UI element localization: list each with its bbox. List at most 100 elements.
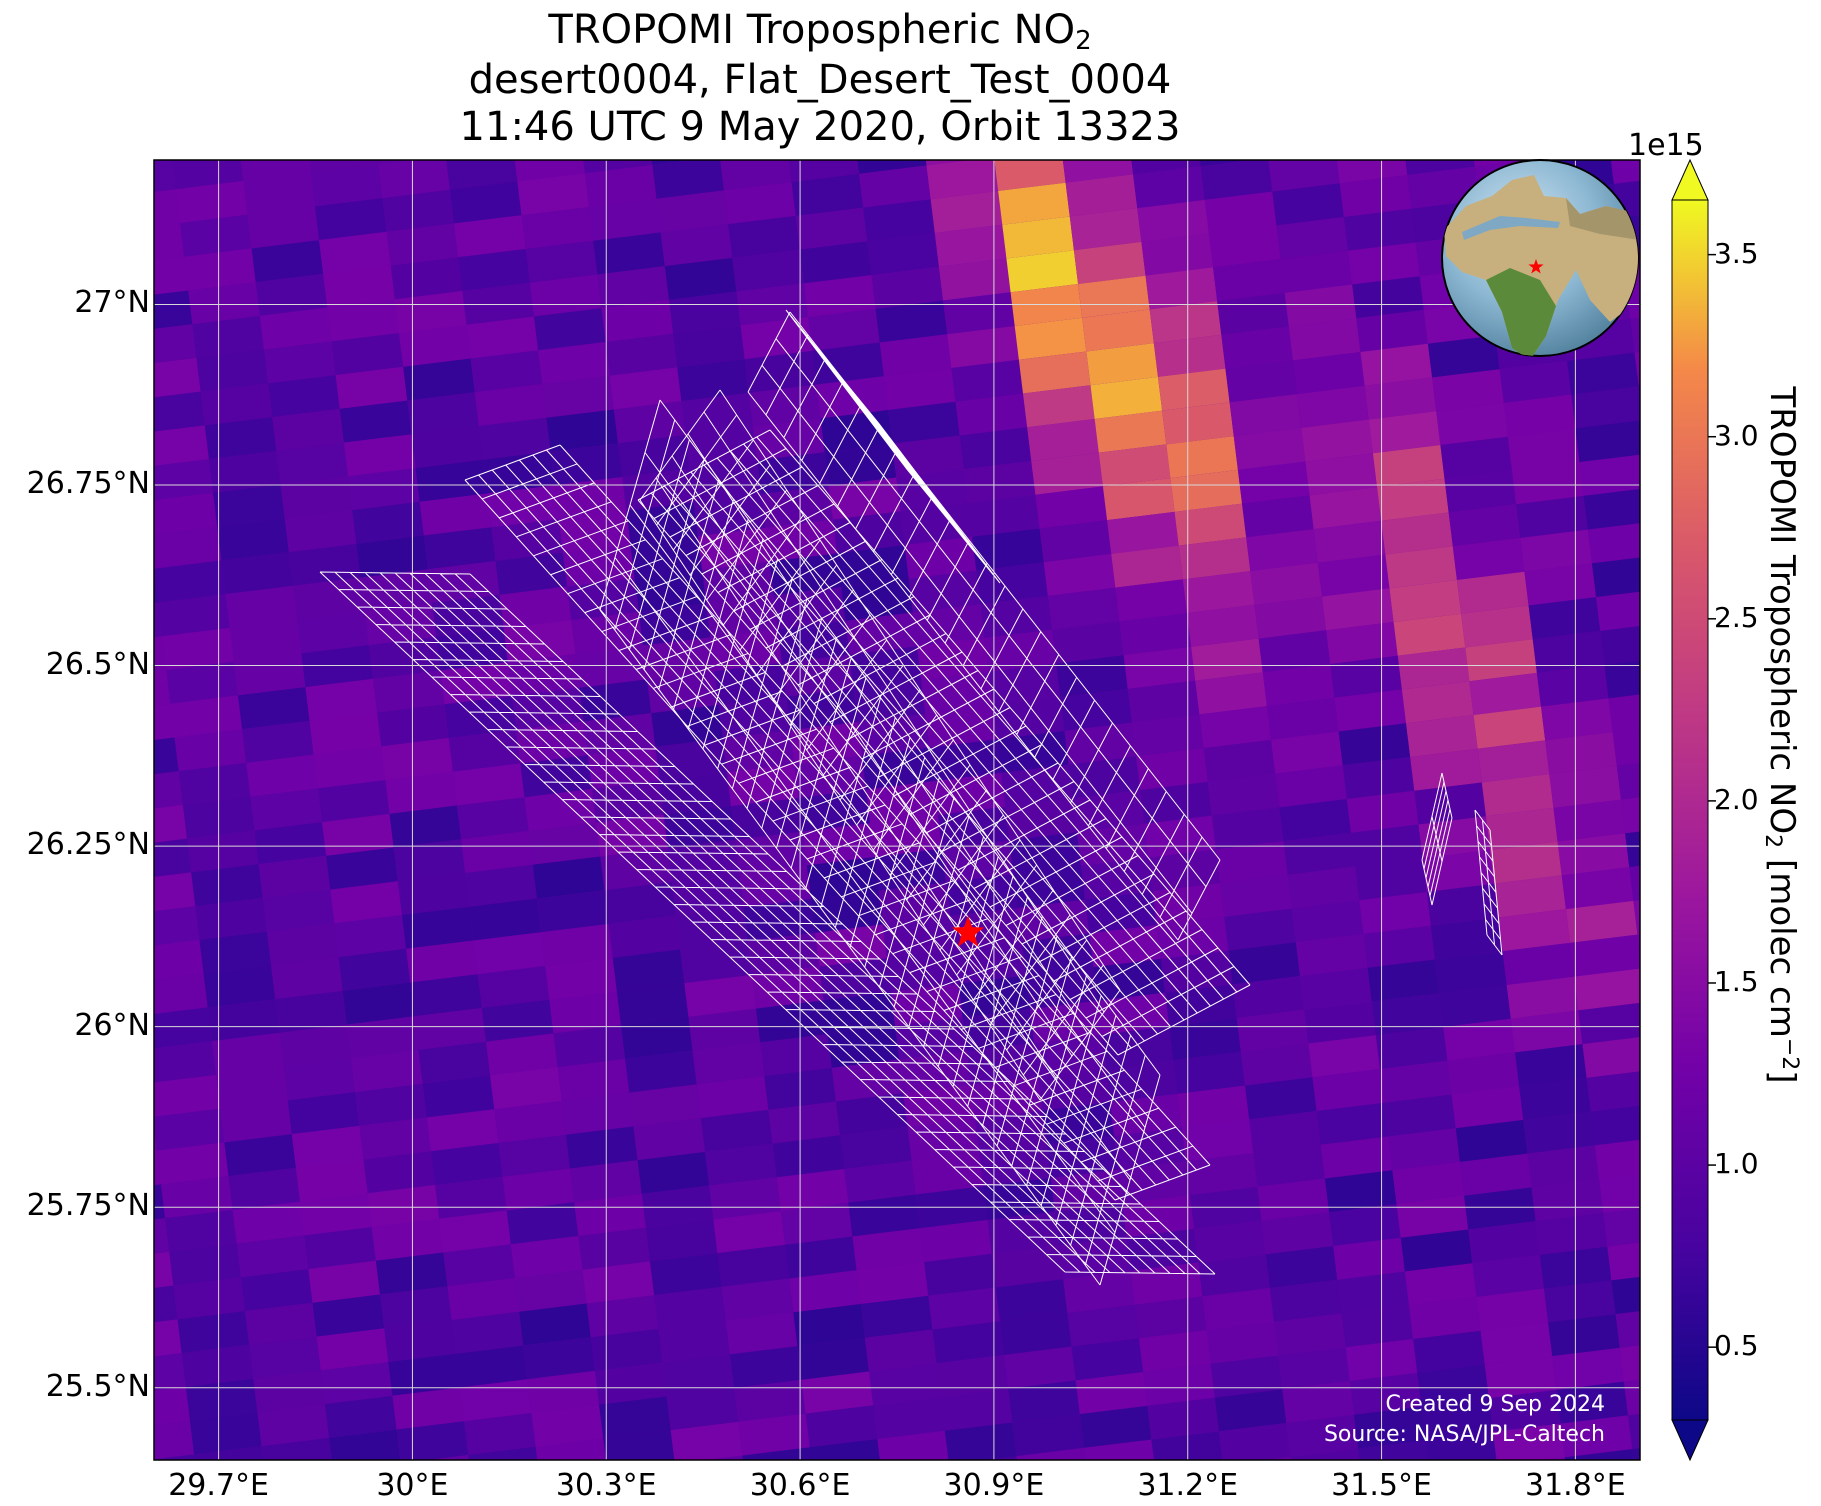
no2-pixel <box>753 418 825 461</box>
no2-pixel <box>154 669 171 706</box>
no2-pixel <box>1488 1389 1561 1432</box>
no2-pixel <box>812 342 884 385</box>
no2-pixel <box>320 1362 393 1405</box>
no2-pixel <box>1545 732 1617 775</box>
no2-pixel <box>236 1235 309 1278</box>
no2-pixel <box>384 1320 456 1363</box>
no2-pixel <box>546 409 619 452</box>
no2-pixel <box>446 160 518 190</box>
no2-pixel <box>979 1144 1051 1187</box>
no2-pixel <box>735 831 807 874</box>
no2-pixel <box>801 1371 874 1414</box>
no2-pixel <box>314 198 387 241</box>
no2-pixel <box>1220 874 1292 917</box>
no2-pixel <box>998 182 1070 225</box>
no2-pixel <box>1004 1346 1076 1389</box>
no2-pixel <box>1317 554 1390 597</box>
no2-pixel <box>1432 369 1504 412</box>
no2-pixel <box>1393 613 1466 656</box>
latitude-label: 25.5°N <box>45 1368 150 1404</box>
no2-pixel <box>1396 1195 1469 1238</box>
no2-pixel <box>1590 1105 1640 1146</box>
no2-pixel <box>565 1126 638 1169</box>
no2-pixel <box>1067 1304 1140 1347</box>
no2-pixel <box>188 282 260 325</box>
no2-pixel <box>305 678 378 721</box>
no2-pixel <box>456 797 529 840</box>
latitude-label: 27°N <box>74 285 150 321</box>
no2-pixel <box>1166 436 1238 479</box>
no2-pixel <box>458 249 530 292</box>
no2-pixel <box>154 1041 217 1083</box>
no2-pixel <box>359 1117 431 1160</box>
no2-pixel <box>809 1439 880 1460</box>
no2-pixel <box>520 755 592 798</box>
footprint-swath <box>599 399 1161 1286</box>
colorbar-min-extend <box>1671 1419 1709 1462</box>
no2-pixel <box>574 1193 646 1236</box>
no2-pixel <box>1596 591 1640 631</box>
no2-pixel <box>1531 1179 1604 1222</box>
no2-pixel <box>1337 1271 1409 1314</box>
no2-pixel <box>1599 1174 1640 1213</box>
no2-pixel <box>732 249 804 292</box>
no2-pixel <box>1440 436 1513 479</box>
no2-pixel <box>1582 1037 1640 1078</box>
no2-pixel <box>858 165 931 208</box>
no2-pixel <box>392 1387 465 1430</box>
no2-pixel <box>1039 520 1112 563</box>
no2-pixel <box>561 1092 634 1135</box>
no2-pixel <box>726 764 799 807</box>
no2-pixel <box>700 1109 773 1152</box>
longitude-label: 30°E <box>376 1468 449 1503</box>
no2-pixel <box>220 1100 292 1143</box>
no2-pixel <box>213 484 285 527</box>
no2-pixel <box>1147 1397 1219 1440</box>
no2-pixel <box>996 730 1069 773</box>
no2-pixel <box>1217 292 1289 335</box>
no2-pixel <box>586 1295 659 1338</box>
no2-pixel <box>718 696 791 739</box>
no2-pixel <box>1157 368 1230 411</box>
no2-pixel <box>449 181 522 224</box>
no2-pixel <box>481 999 554 1042</box>
no2-pixel <box>1173 1051 1245 1094</box>
no2-pixel <box>879 334 952 377</box>
no2-pixel <box>1565 900 1638 943</box>
no2-pixel <box>1418 816 1491 859</box>
no2-pixel <box>331 333 404 376</box>
no2-pixel <box>734 1379 806 1422</box>
no2-pixel <box>1014 317 1087 360</box>
no2-pixel <box>1198 1254 1270 1297</box>
no2-pixel <box>1177 1085 1250 1128</box>
no2-pixel <box>154 737 179 775</box>
no2-pixel <box>509 106 581 148</box>
no2-pixel <box>1436 402 1508 445</box>
no2-pixel <box>1075 1372 1148 1415</box>
map-gridlines <box>154 160 1640 1460</box>
no2-pixel <box>319 231 391 274</box>
no2-pixel <box>510 1235 583 1278</box>
no2-pixel <box>925 160 972 166</box>
no2-pixel <box>465 864 537 907</box>
no2-pixel <box>789 1270 861 1313</box>
no2-pixel <box>154 1007 212 1049</box>
no2-pixel <box>448 729 521 772</box>
no2-pixel <box>1413 1330 1485 1373</box>
no2-pixel <box>1233 427 1306 470</box>
colorbar-tick-label: 3.0 <box>1714 418 1759 452</box>
no2-pixel <box>980 595 1052 638</box>
no2-pixel <box>1476 1288 1549 1331</box>
no2-pixel <box>1591 557 1640 598</box>
no2-pixel <box>1321 588 1394 631</box>
no2-pixel <box>1427 335 1500 378</box>
globe-site-marker <box>1528 259 1544 274</box>
no2-pixel <box>1356 310 1428 353</box>
no2-pixel <box>348 468 420 511</box>
no2-pixel <box>1607 1242 1640 1281</box>
no2-pixel <box>247 206 320 249</box>
no2-pixel <box>1514 1044 1587 1087</box>
no2-pixel <box>367 1185 440 1228</box>
no2-pixel <box>1034 1034 1106 1077</box>
